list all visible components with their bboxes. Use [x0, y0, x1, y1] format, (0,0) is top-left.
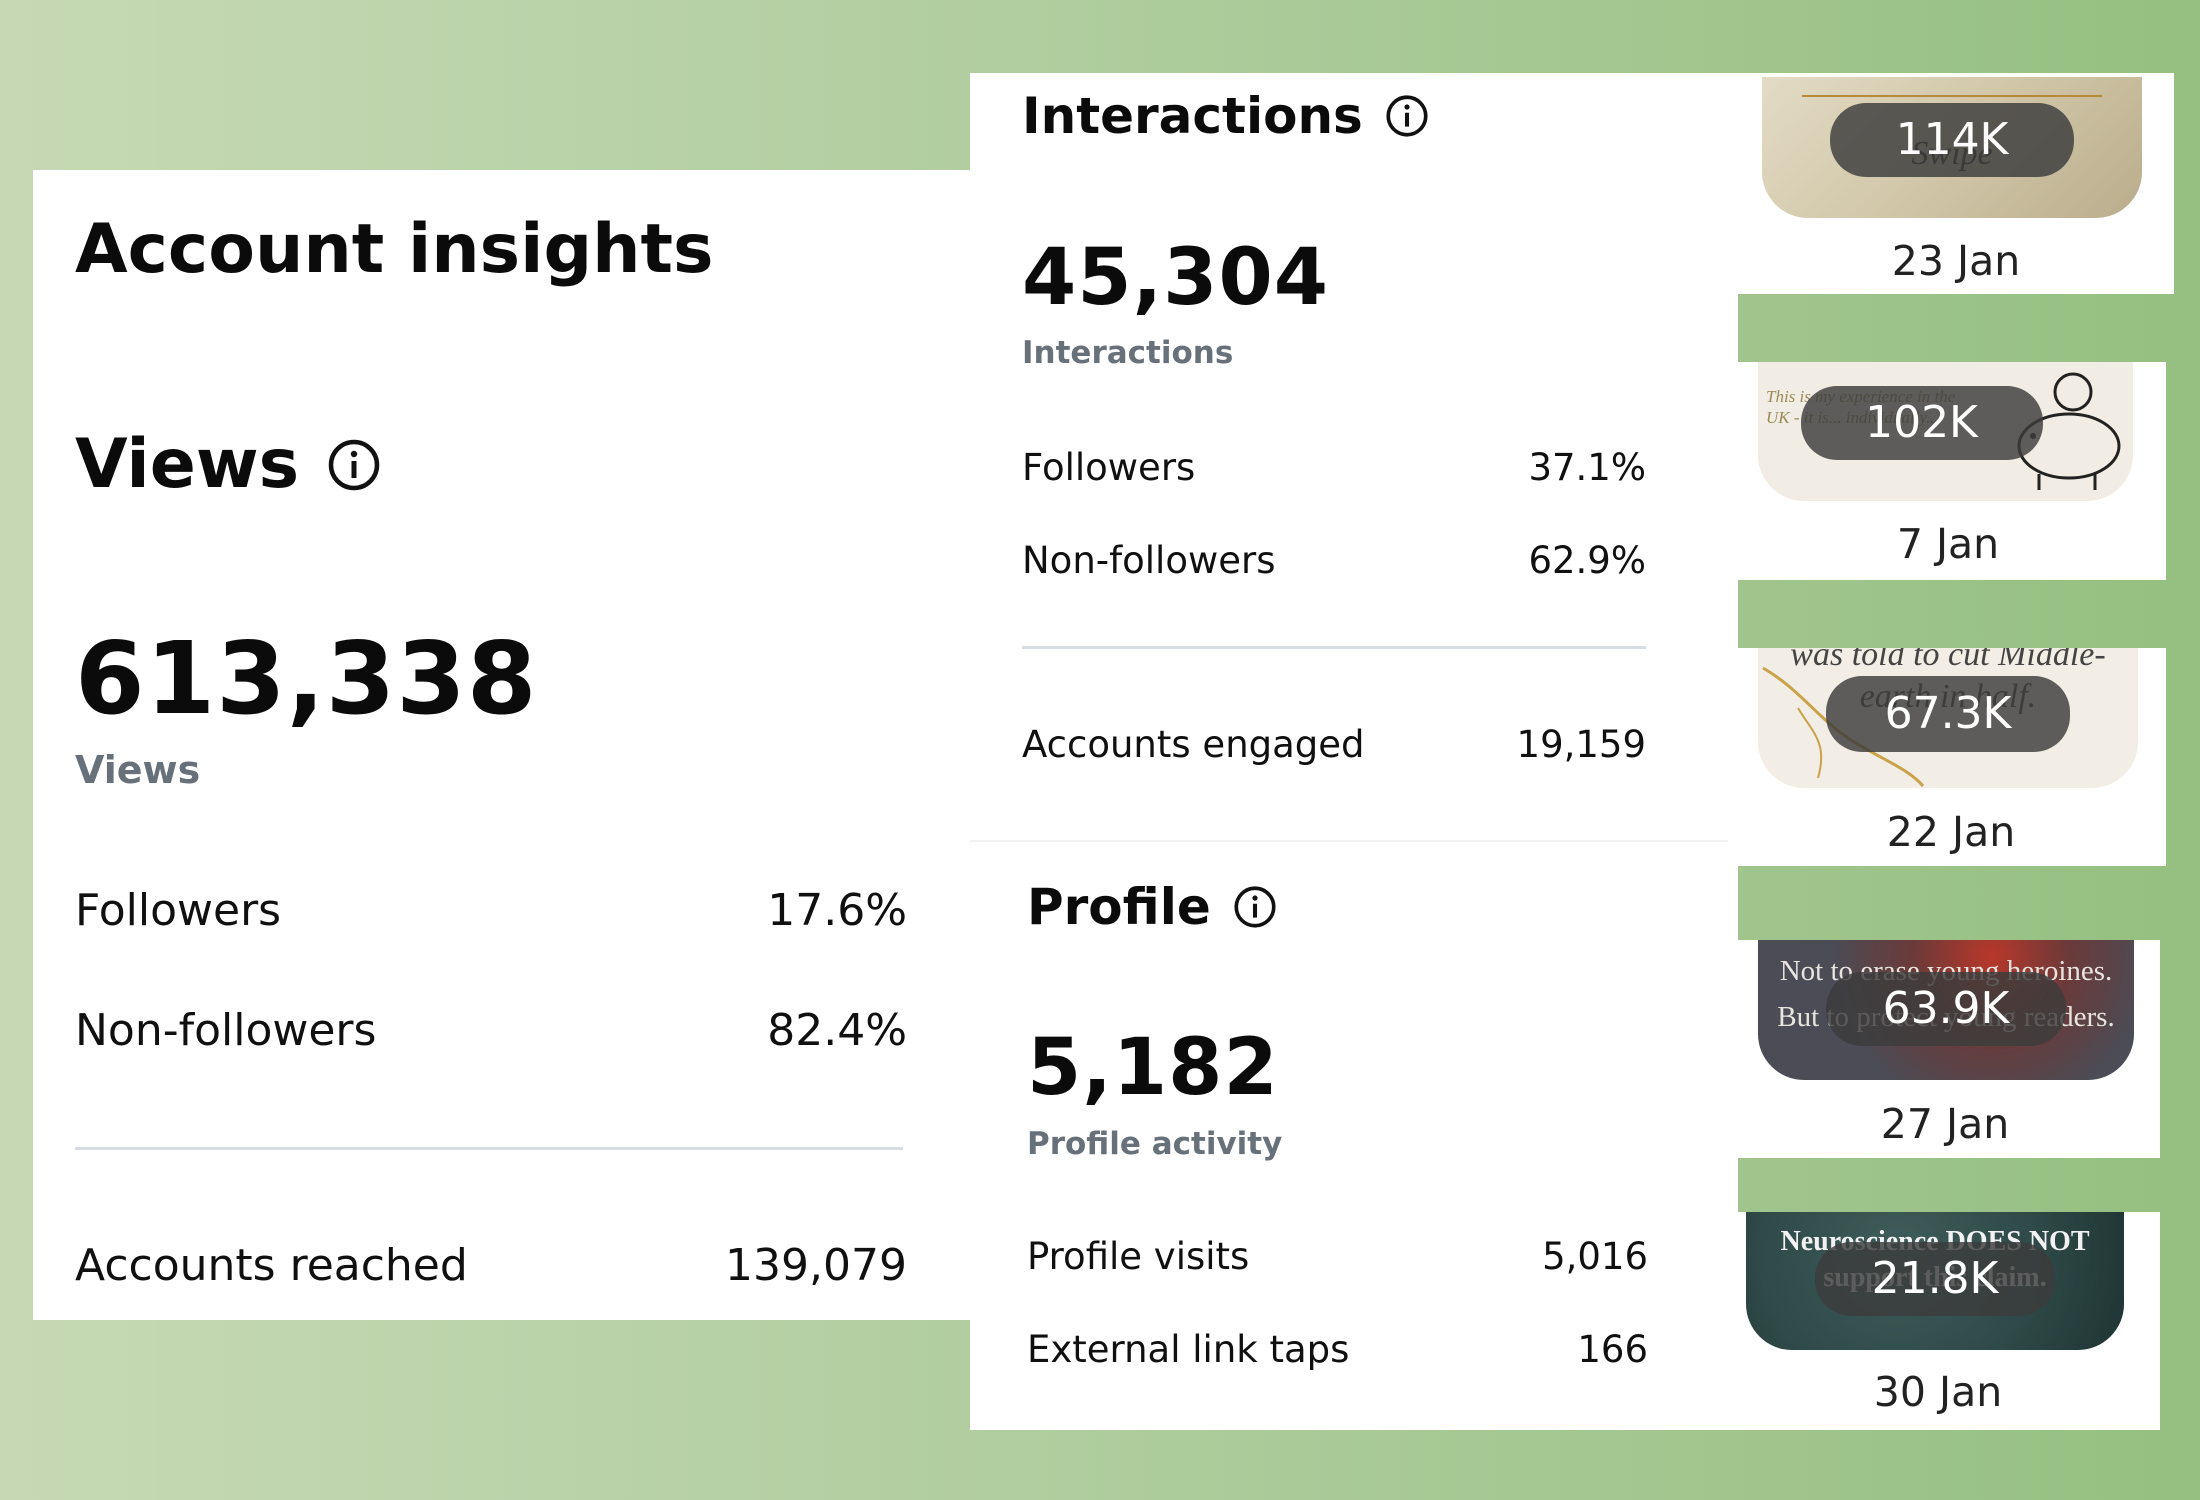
views-heading-label: Views [75, 425, 300, 504]
post-thumbnail[interactable]: Not to erase young heroines. But to prot… [1758, 940, 2134, 1080]
post-card[interactable]: This is my experience in the UK - it is.… [1738, 362, 2166, 580]
accounts-engaged-value: 19,159 [1516, 723, 1646, 766]
external-link-taps-label: External link taps [1027, 1328, 1350, 1371]
post-date: 23 Jan [1891, 237, 2021, 285]
post-thumbnail[interactable]: Neuroscience DOES NOT support this claim… [1746, 1212, 2124, 1350]
interactions-heading: Interactions [1022, 87, 1429, 145]
info-icon[interactable] [327, 438, 381, 492]
interactions-heading-label: Interactions [1022, 87, 1363, 145]
profile-total-label: Profile activity [1027, 1126, 1283, 1162]
divider [75, 1147, 903, 1150]
views-followers-label: Followers [75, 885, 282, 936]
view-count-pill: 102K [1800, 386, 2043, 460]
views-panel: Account insights Views 613,338 Views Fol… [33, 170, 973, 1320]
post-card[interactable]: was told to cut Middle-earth in half. 67… [1738, 648, 2166, 866]
profile-visits-value: 5,016 [1542, 1235, 1648, 1278]
profile-heading: Profile [1027, 878, 1277, 936]
post-thumbnail[interactable]: Swipe 114K [1762, 77, 2142, 218]
post-thumbnail[interactable]: was told to cut Middle-earth in half. 67… [1758, 648, 2138, 788]
interactions-nonfollowers-label: Non-followers [1022, 539, 1276, 582]
post-date: 30 Jan [1873, 1368, 2003, 1416]
profile-visits-label: Profile visits [1027, 1235, 1250, 1278]
interactions-total: 45,304 [1022, 233, 1329, 323]
view-count-pill: 21.8K [1815, 1242, 2055, 1316]
accounts-engaged-label: Accounts engaged [1022, 723, 1365, 766]
post-card[interactable]: Swipe 114K 23 Jan [1738, 73, 2174, 294]
accounts-reached-value: 139,079 [725, 1240, 907, 1291]
interactions-profile-panel: Interactions 45,304 Interactions Followe… [970, 73, 1738, 1430]
view-count-pill: 63.9K [1826, 972, 2066, 1046]
post-card[interactable]: Neuroscience DOES NOT support this claim… [1738, 1212, 2160, 1430]
accounts-reached-label: Accounts reached [75, 1240, 468, 1291]
info-icon[interactable] [1233, 885, 1277, 929]
section-separator [970, 840, 1728, 842]
post-date: 7 Jan [1896, 520, 2000, 568]
thumbnail-rule [1802, 95, 2102, 97]
interactions-total-label: Interactions [1022, 335, 1234, 371]
views-total: 613,338 [75, 620, 538, 737]
external-link-taps-value: 166 [1577, 1328, 1648, 1371]
info-icon[interactable] [1385, 94, 1429, 138]
post-thumbnail[interactable]: This is my experience in the UK - it is.… [1758, 362, 2133, 501]
views-total-label: Views [75, 748, 201, 792]
profile-heading-label: Profile [1027, 878, 1211, 936]
profile-total: 5,182 [1027, 1023, 1279, 1113]
interactions-followers-label: Followers [1022, 446, 1196, 489]
post-card[interactable]: Not to erase young heroines. But to prot… [1738, 940, 2160, 1158]
divider [1022, 646, 1646, 649]
views-nonfollowers-label: Non-followers [75, 1005, 377, 1056]
view-count-pill: 114K [1830, 103, 2074, 177]
interactions-followers-value: 37.1% [1528, 446, 1646, 489]
interactions-nonfollowers-value: 62.9% [1528, 539, 1646, 582]
views-followers-value: 17.6% [767, 885, 907, 936]
page-title: Account insights [75, 210, 714, 289]
post-date: 27 Jan [1880, 1100, 2010, 1148]
views-nonfollowers-value: 82.4% [767, 1005, 907, 1056]
views-heading: Views [75, 425, 381, 504]
post-date: 22 Jan [1886, 808, 2016, 856]
view-count-pill: 67.3K [1826, 676, 2070, 752]
